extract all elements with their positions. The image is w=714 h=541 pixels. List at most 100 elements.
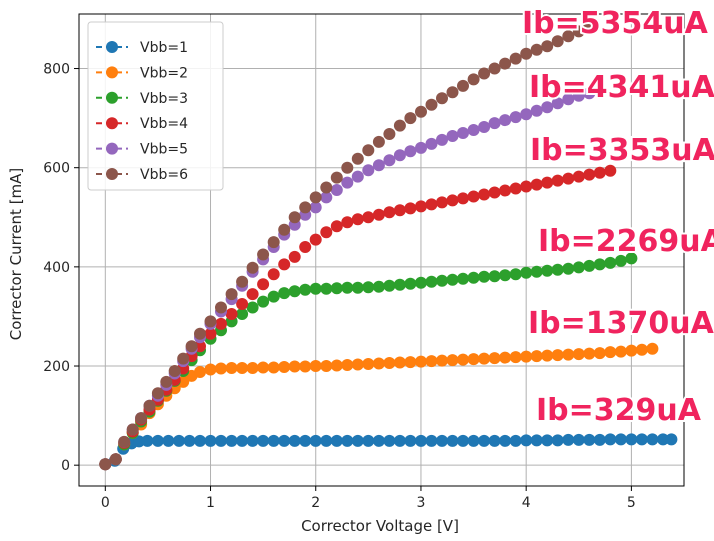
data-point	[267, 290, 280, 303]
data-point	[467, 353, 480, 366]
data-point	[246, 434, 259, 447]
data-point	[236, 298, 249, 310]
data-point	[509, 434, 522, 447]
data-point	[593, 347, 606, 360]
data-point	[604, 346, 617, 359]
data-point	[299, 434, 312, 447]
data-point	[446, 434, 459, 447]
data-point	[185, 340, 198, 353]
series-layer	[99, 20, 678, 471]
data-point	[320, 282, 333, 295]
legend-entry: Vbb=3	[96, 91, 188, 107]
y-tick-label: 600	[43, 161, 70, 177]
data-point	[320, 226, 333, 239]
data-point	[393, 119, 406, 132]
data-point	[488, 117, 501, 130]
series-annotation: Ib=3353uA	[530, 133, 714, 168]
data-point	[551, 174, 564, 187]
data-point	[225, 362, 238, 374]
data-point	[236, 434, 249, 447]
data-point	[372, 159, 385, 172]
legend-marker	[106, 41, 118, 53]
data-point	[646, 342, 659, 355]
data-point	[551, 434, 564, 447]
data-point	[499, 184, 512, 197]
data-point	[467, 73, 480, 86]
data-point	[267, 361, 280, 374]
series-vbb-6	[99, 20, 596, 471]
data-point	[267, 268, 280, 281]
data-point	[162, 434, 175, 447]
data-point	[541, 434, 554, 447]
data-point	[572, 433, 585, 446]
legend-label: Vbb=2	[140, 65, 188, 81]
data-point	[446, 273, 459, 286]
data-point	[320, 434, 333, 447]
series-annotation: Ib=2269uA	[538, 224, 714, 259]
data-point	[309, 360, 322, 372]
data-point	[572, 170, 585, 183]
series-vbb-1	[99, 433, 678, 471]
data-point	[499, 434, 512, 447]
data-point	[383, 206, 396, 219]
legend: Vbb=1 Vbb=2 Vbb=3 Vbb=4 Vbb=5 Vbb=6	[87, 21, 224, 191]
data-point	[404, 356, 417, 369]
data-point	[372, 135, 385, 148]
data-point	[236, 308, 249, 320]
data-point	[583, 259, 596, 272]
ticks: 0 1 2 3 4 5 0 200 400 600 800	[43, 62, 636, 511]
data-point	[541, 264, 554, 277]
data-point	[330, 220, 343, 233]
data-point	[530, 265, 543, 278]
data-point	[330, 184, 343, 196]
data-point	[372, 280, 385, 293]
data-point	[225, 434, 238, 447]
data-point	[446, 130, 459, 142]
data-point	[278, 434, 291, 447]
data-point	[393, 149, 406, 162]
data-point	[393, 434, 406, 447]
data-point	[530, 434, 543, 447]
x-tick-label: 2	[311, 495, 320, 511]
data-point	[541, 40, 554, 53]
data-point	[436, 196, 448, 209]
y-tick-label: 800	[43, 62, 70, 78]
data-point	[499, 269, 512, 282]
data-point	[625, 252, 638, 265]
data-point	[572, 348, 585, 361]
data-point	[467, 434, 480, 447]
data-point	[551, 35, 564, 48]
data-point	[372, 357, 385, 370]
data-point	[478, 352, 491, 365]
data-point	[151, 434, 164, 447]
legend-marker	[106, 117, 118, 130]
data-point	[118, 435, 131, 448]
data-point	[383, 154, 396, 167]
data-point	[288, 434, 301, 447]
data-point	[204, 315, 217, 328]
data-point	[135, 412, 148, 425]
data-point	[143, 399, 156, 412]
data-point	[404, 145, 417, 158]
data-point	[404, 434, 417, 447]
data-point	[425, 434, 438, 447]
data-point	[478, 434, 491, 447]
data-point	[404, 277, 417, 290]
data-point	[393, 204, 406, 217]
data-point	[415, 355, 427, 368]
x-tick-label: 5	[627, 495, 636, 511]
data-point	[362, 434, 375, 447]
data-point	[330, 359, 343, 372]
legend-label: Vbb=5	[140, 142, 188, 158]
data-point	[583, 87, 596, 100]
data-point	[478, 121, 491, 133]
data-point	[583, 168, 596, 181]
legend-label: Vbb=6	[140, 167, 188, 183]
x-tick-label: 0	[101, 495, 110, 511]
legend-entry: Vbb=6	[96, 167, 188, 183]
data-point	[425, 198, 438, 211]
data-point	[246, 362, 259, 374]
data-point	[520, 108, 533, 121]
data-point	[625, 433, 638, 446]
data-point	[257, 248, 270, 261]
